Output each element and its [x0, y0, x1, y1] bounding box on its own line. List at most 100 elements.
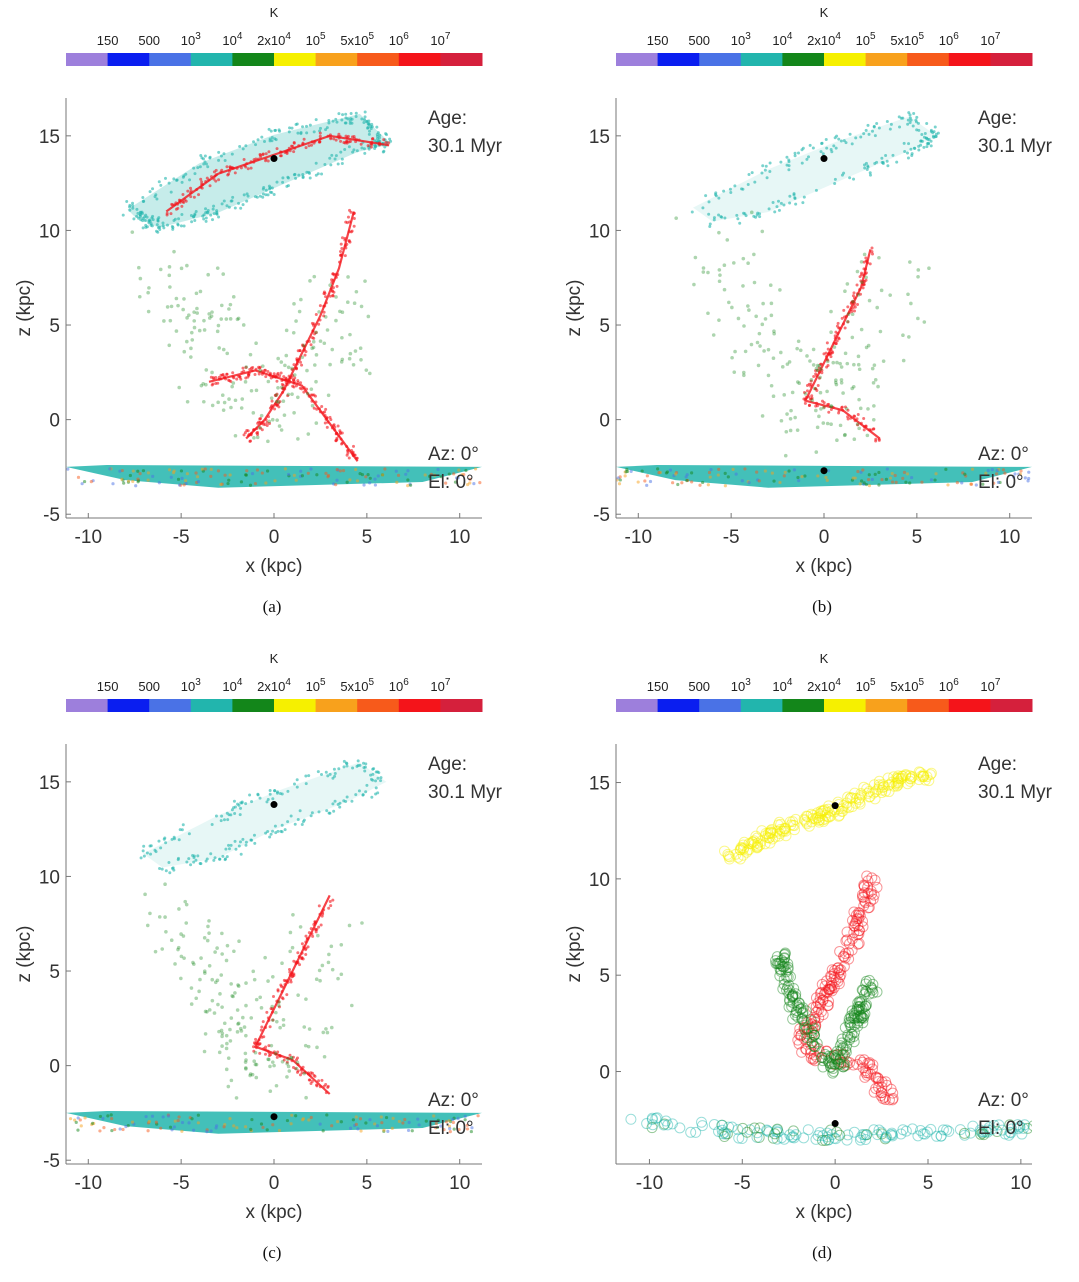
data-point [249, 389, 254, 393]
data-point [800, 1043, 812, 1055]
data-point [309, 814, 313, 818]
data-point [799, 1024, 811, 1036]
data-point [270, 399, 274, 403]
data-point [871, 252, 875, 256]
data-point [809, 1023, 821, 1035]
data-point [192, 310, 196, 314]
data-point [860, 271, 864, 275]
data-point [876, 1087, 888, 1099]
data-point [220, 168, 224, 172]
data-point [340, 335, 344, 340]
disk-point [690, 471, 694, 475]
data-point [877, 126, 881, 130]
disk-point [743, 467, 747, 471]
data-point [766, 823, 778, 835]
data-point [835, 1056, 847, 1068]
data-point [220, 1044, 224, 1048]
data-point [746, 261, 750, 265]
disk-point [334, 483, 338, 487]
data-point [808, 403, 812, 407]
data-point [151, 214, 155, 218]
data-point [839, 1060, 851, 1072]
data-point [793, 415, 797, 420]
disk-point [110, 1128, 114, 1133]
data-point [252, 1049, 256, 1053]
data-point [347, 923, 352, 928]
data-point [859, 260, 864, 264]
data-point [857, 1002, 869, 1014]
data-point [850, 335, 855, 340]
data-point [231, 195, 235, 199]
data-point [873, 1081, 885, 1093]
data-point [749, 342, 754, 347]
data-point [206, 165, 210, 169]
data-point [743, 349, 748, 354]
data-point [322, 314, 326, 318]
disk-point [830, 1133, 842, 1145]
data-point [810, 1020, 822, 1032]
data-point [791, 1005, 803, 1017]
colorbar-segment [824, 699, 867, 712]
data-point [213, 950, 217, 954]
data-point [362, 761, 366, 765]
disk-point [447, 1119, 451, 1123]
data-point [193, 212, 197, 216]
data-point [925, 121, 929, 125]
data-point [135, 207, 139, 211]
disk-point [439, 475, 443, 479]
disk-point [690, 1126, 702, 1138]
data-point [217, 178, 221, 182]
data-point [829, 408, 833, 412]
disk-point [935, 1130, 947, 1142]
data-point [251, 969, 256, 974]
data-point [857, 984, 869, 996]
disk-point [959, 1129, 971, 1141]
x-tick-label: 5 [912, 527, 923, 548]
colorbar-tick-label: 500 [688, 679, 710, 694]
data-point [806, 1018, 818, 1030]
data-point [293, 822, 297, 826]
data-point [861, 1069, 873, 1081]
y-tick-label: 15 [39, 127, 60, 148]
data-point [907, 111, 911, 115]
data-point [799, 814, 811, 826]
data-point [246, 167, 250, 171]
data-point [806, 1037, 818, 1049]
data-point [859, 1000, 871, 1012]
data-point [258, 796, 262, 800]
data-point [271, 1018, 275, 1022]
disk-point [931, 1130, 943, 1142]
colorbar-tick-label: 150 [97, 679, 119, 694]
data-point [757, 331, 762, 336]
data-point [362, 121, 366, 125]
data-point [866, 888, 878, 900]
data-point [141, 196, 145, 200]
data-point [240, 800, 244, 804]
data-point [180, 180, 184, 184]
data-point [280, 792, 284, 796]
data-point [808, 143, 812, 147]
colorbar-tick-label: 106 [389, 677, 409, 694]
data-point [858, 406, 863, 411]
data-point [243, 1051, 248, 1056]
disk-point [226, 481, 230, 486]
data-point [712, 218, 716, 222]
data-point [209, 852, 213, 856]
disk-point [880, 478, 884, 482]
data-point [141, 199, 145, 203]
disk-point [778, 480, 782, 485]
data-point [902, 778, 914, 790]
data-point [300, 355, 305, 360]
data-point [799, 1019, 811, 1031]
data-point [862, 1057, 874, 1069]
data-point [185, 860, 189, 864]
data-point [851, 1005, 863, 1017]
data-point [783, 979, 795, 991]
data-point [296, 131, 300, 135]
disk-point [797, 479, 801, 483]
data-point [798, 1021, 810, 1033]
data-point [800, 1022, 812, 1034]
disk-point [463, 1114, 467, 1118]
disk-point [985, 1124, 997, 1136]
data-point [779, 350, 783, 355]
